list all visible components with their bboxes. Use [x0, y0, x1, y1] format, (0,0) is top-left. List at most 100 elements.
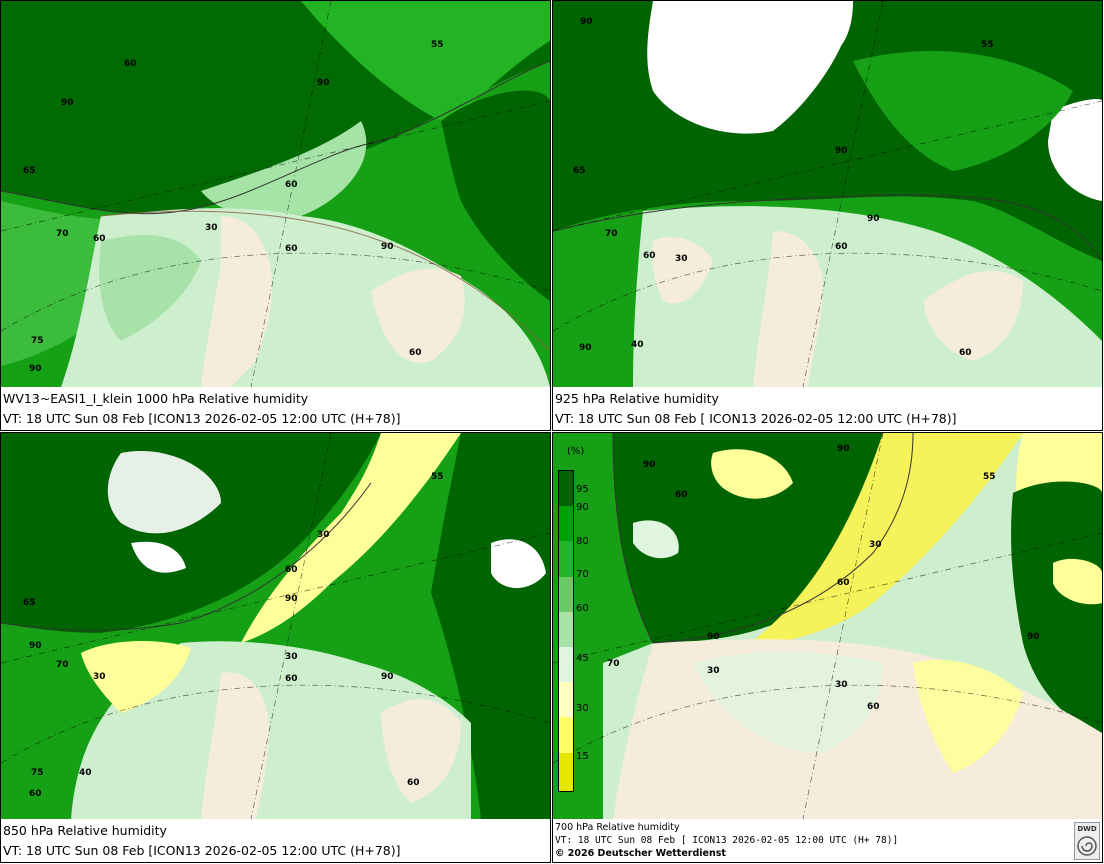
legend-swatch: [559, 647, 573, 683]
contour-label: 60: [409, 348, 422, 358]
contour-label: 60: [675, 490, 688, 500]
contour-label: 30: [285, 652, 298, 662]
contour-label: 90: [61, 98, 74, 108]
contour-label: 90: [1027, 632, 1040, 642]
contour-label: 30: [317, 530, 330, 540]
legend-tick: 15: [576, 751, 589, 762]
map-canvas-850: 55 30 65 60 90 90 70 30 30 60 90 75 60 4…: [1, 433, 550, 819]
contour-label: 60: [285, 180, 298, 190]
contour-label: 55: [983, 472, 996, 482]
contour-label: 70: [607, 659, 620, 669]
caption-925hpa: 925 hPa Relative humidity VT: 18 UTC Sun…: [553, 387, 1102, 430]
legend-swatch: [559, 752, 573, 791]
contour-label: 60: [835, 242, 848, 252]
caption-valid-time: VT: 18 UTC Sun 08 Feb [ICON13 2026-02-05…: [3, 411, 401, 426]
contour-label: 90: [29, 641, 42, 651]
contour-label: 90: [381, 672, 394, 682]
contour-label: 60: [29, 789, 42, 799]
caption-700hpa: 700 hPa Relative humidity VT: 18 UTC Sun…: [553, 819, 1102, 862]
contour-label: 60: [124, 59, 137, 69]
humidity-legend: (%) 95 90 80 70 60 45 30 15: [556, 438, 602, 798]
contour-label: 90: [580, 17, 593, 27]
legend-unit: (%): [567, 446, 585, 457]
map-canvas-700: 90 60 90 55 30 60 90 70 30 30 60 90: [553, 433, 1102, 819]
map-panel-850hpa: 55 30 65 60 90 90 70 30 30 60 90 75 60 4…: [0, 432, 551, 863]
contour-label: 55: [981, 40, 994, 50]
contour-label: 60: [93, 234, 106, 244]
legend-tick: 60: [576, 603, 589, 614]
contour-label: 75: [31, 768, 44, 778]
map-canvas-1000: 60 90 65 70 60 55 90 60 30 60 90 75 90 6…: [1, 1, 550, 387]
legend-tick: 45: [576, 653, 589, 664]
swirl-icon: [1077, 836, 1097, 856]
legend-swatch: [559, 471, 573, 507]
caption-valid-time: VT: 18 UTC Sun 08 Feb [ICON13 2026-02-05…: [3, 843, 401, 858]
humidity-map-1000hpa: 60 90 65 70 60 55 90 60 30 60 90 75 90 6…: [1, 1, 550, 387]
contour-label: 60: [285, 674, 298, 684]
humidity-map-850hpa: 55 30 65 60 90 90 70 30 30 60 90 75 60 4…: [1, 433, 550, 819]
contour-label: 70: [605, 229, 618, 239]
dwd-logo-text: DWD: [1077, 825, 1097, 833]
contour-label: 30: [93, 672, 106, 682]
contour-label: 30: [205, 223, 218, 233]
map-canvas-925: 90 55 65 90 90 70 60 30 60 90 40 60: [553, 1, 1102, 387]
legend-tick: 80: [576, 536, 589, 547]
contour-label: 65: [23, 598, 36, 608]
contour-label: 40: [631, 340, 644, 350]
contour-label: 70: [56, 229, 69, 239]
map-panel-1000hpa: 60 90 65 70 60 55 90 60 30 60 90 75 90 6…: [0, 0, 551, 431]
legend-tick: 70: [576, 569, 589, 580]
contour-label: 75: [31, 336, 44, 346]
legend-swatch: [559, 611, 573, 647]
contour-label: 60: [837, 578, 850, 588]
legend-swatch: [559, 541, 573, 577]
contour-label: 60: [959, 348, 972, 358]
caption-title: 700 hPa Relative humidity: [555, 822, 680, 833]
caption-1000hpa: WV13~EASI1_I_klein 1000 hPa Relative hum…: [1, 387, 550, 430]
legend-colorbar: [558, 470, 574, 792]
contour-label: 90: [707, 632, 720, 642]
contour-label: 65: [573, 166, 586, 176]
dwd-logo: DWD: [1074, 822, 1100, 860]
copyright-text: © 2026 Deutscher Wetterdienst: [555, 848, 726, 859]
contour-label: 30: [707, 666, 720, 676]
legend-tick: 95: [576, 484, 589, 495]
contour-label: 30: [675, 254, 688, 264]
contour-label: 90: [29, 364, 42, 374]
contour-label: 40: [79, 768, 92, 778]
map-panel-700hpa: 90 60 90 55 30 60 90 70 30 30 60 90 (%): [552, 432, 1103, 863]
contour-label: 70: [56, 660, 69, 670]
caption-850hpa: 850 hPa Relative humidity VT: 18 UTC Sun…: [1, 819, 550, 862]
contour-label: 60: [407, 778, 420, 788]
humidity-map-925hpa: 90 55 65 90 90 70 60 30 60 90 40 60: [553, 1, 1102, 387]
contour-label: 55: [431, 40, 444, 50]
caption-title: WV13~EASI1_I_klein 1000 hPa Relative hum…: [3, 391, 309, 406]
contour-label: 60: [285, 565, 298, 575]
contour-label: 30: [835, 680, 848, 690]
contour-label: 65: [23, 166, 36, 176]
contour-label: 55: [431, 472, 444, 482]
legend-tick: 30: [576, 703, 589, 714]
contour-label: 30: [869, 540, 882, 550]
legend-swatch: [559, 717, 573, 753]
contour-label: 60: [285, 244, 298, 254]
contour-label: 90: [867, 214, 880, 224]
map-panel-925hpa: 90 55 65 90 90 70 60 30 60 90 40 60 925 …: [552, 0, 1103, 431]
contour-label: 90: [835, 146, 848, 156]
legend-swatch: [559, 506, 573, 542]
contour-label: 90: [643, 460, 656, 470]
caption-valid-time: VT: 18 UTC Sun 08 Feb [ ICON13 2026-02-0…: [555, 411, 957, 426]
contour-label: 90: [285, 594, 298, 604]
caption-title: 850 hPa Relative humidity: [3, 823, 167, 838]
legend-tick: 90: [576, 502, 589, 513]
caption-title: 925 hPa Relative humidity: [555, 391, 719, 406]
contour-label: 90: [579, 343, 592, 353]
caption-valid-time: VT: 18 UTC Sun 08 Feb [ ICON13 2026-02-0…: [555, 835, 899, 846]
contour-label: 60: [643, 251, 656, 261]
humidity-map-700hpa: 90 60 90 55 30 60 90 70 30 30 60 90 (%): [553, 433, 1102, 819]
contour-label: 90: [317, 78, 330, 88]
contour-label: 90: [837, 444, 850, 454]
contour-label: 90: [381, 242, 394, 252]
legend-swatch: [559, 576, 573, 612]
contour-label: 60: [867, 702, 880, 712]
